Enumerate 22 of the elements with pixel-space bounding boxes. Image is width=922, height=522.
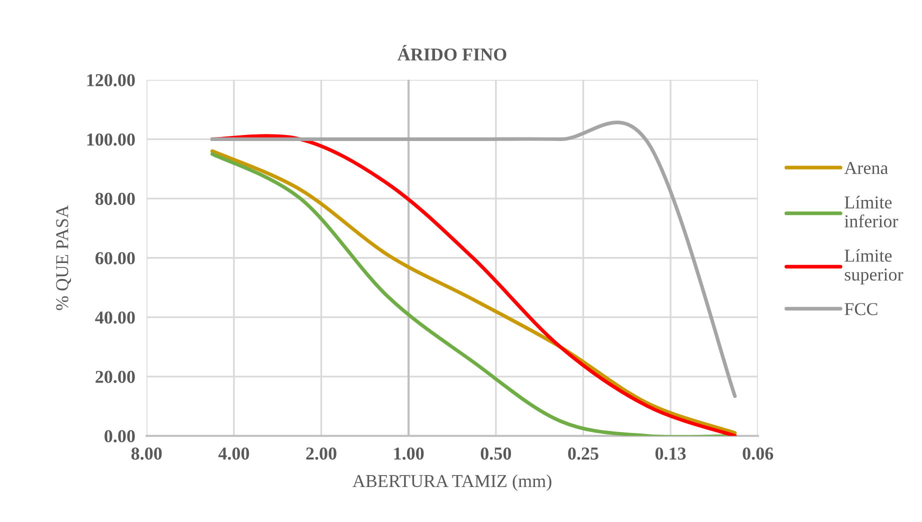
x-tick-label: 0.06 (742, 448, 774, 460)
x-tick-label: 1.00 (394, 448, 424, 460)
y-tick-label: 40.00 (95, 311, 135, 324)
x-tick-label: 2.00 (306, 448, 336, 460)
x-tick-label: 0.50 (480, 448, 512, 460)
y-tick-label: 0.00 (104, 430, 135, 442)
x-tick-label: 8.00 (131, 448, 162, 460)
x-tick-label: 0.25 (568, 448, 598, 460)
legend-label: Límite inferior (844, 196, 898, 228)
y-tick-label: 60.00 (95, 252, 135, 264)
chart-title: ÁRIDO FINO (397, 44, 506, 61)
y-tick-label: 20.00 (96, 370, 135, 384)
x-axis-title: ABERTURA TAMIZ (mm) (352, 474, 552, 491)
y-tick-label: 120.00 (87, 74, 135, 86)
y-tick-label: 80.00 (95, 192, 135, 206)
x-tick-label: 0.13 (655, 448, 686, 460)
x-tick-label: 4.00 (218, 448, 250, 460)
legend-label: Límite superior (844, 249, 904, 284)
legend-label: FCC (844, 303, 878, 316)
legend-label: Arena (844, 162, 888, 174)
y-tick-label: 100.00 (87, 133, 135, 146)
y-axis-title: % QUE PASA (56, 205, 72, 310)
